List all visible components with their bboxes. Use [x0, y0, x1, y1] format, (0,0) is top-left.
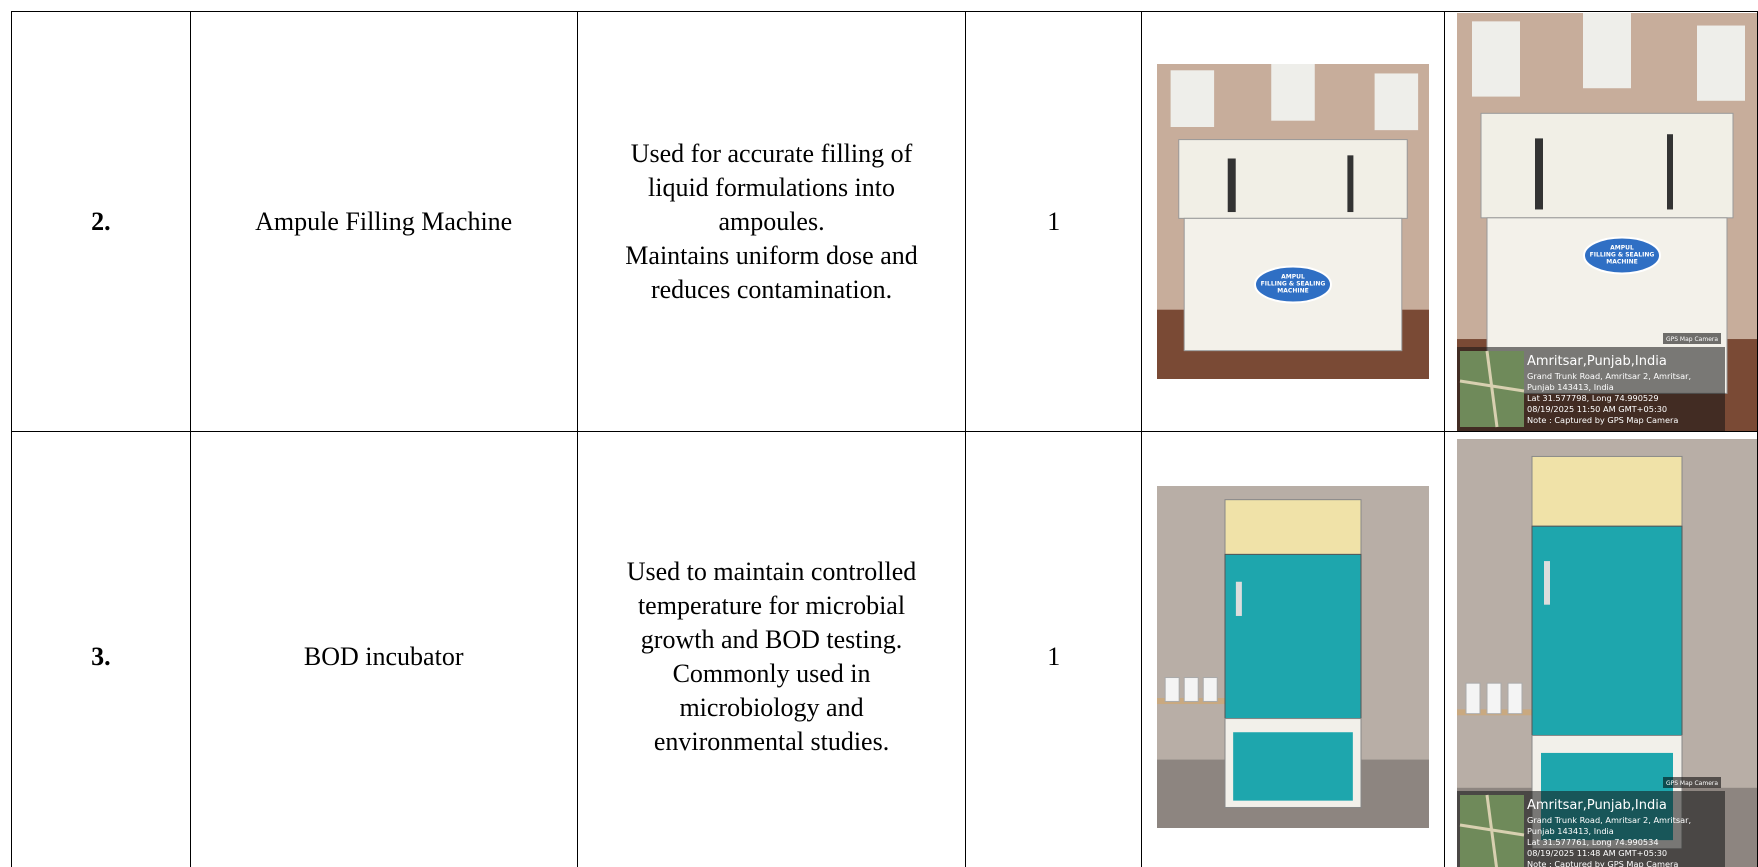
- equipment-table: 2. Ampule Filling Machine Used for accurat…: [11, 11, 1758, 867]
- description-line: liquid formulations into: [648, 172, 896, 202]
- label-oval: [1254, 265, 1333, 304]
- geotag-line: Note : Captured by GPS Map Camera: [1527, 415, 1678, 425]
- description-line: Used for accurate filling of: [630, 138, 913, 168]
- badge-text: GPS Map Camera: [1666, 336, 1718, 343]
- paper: [1471, 20, 1520, 97]
- paper: [1170, 70, 1215, 127]
- geotag-line: Punjab 143413, India: [1527, 826, 1614, 836]
- badge-bg: [1662, 332, 1721, 344]
- geotag-line: Grand Trunk Road, Amritsar 2, Amritsar,: [1527, 371, 1691, 381]
- handle: [1666, 133, 1673, 209]
- machine-label: MACHINE: [1277, 288, 1308, 295]
- paper: [1696, 25, 1745, 101]
- paper: [1271, 64, 1315, 121]
- machine-label: MACHINE: [1606, 258, 1637, 265]
- photo-cell: [1141, 431, 1445, 867]
- handle: [1227, 158, 1236, 213]
- machine-label: FILLING & SEALING: [1590, 251, 1655, 258]
- grille: [1233, 731, 1353, 801]
- handle: [1534, 137, 1543, 209]
- description-cell: Used for accurate filling of liquid formu…: [576, 11, 967, 432]
- geotag-photo-cell: GPS Map Camera Amritsar,Punjab,India Grand…: [1443, 431, 1758, 867]
- name-cell: Ampule Filling Machine: [189, 11, 578, 432]
- bottle: [1465, 682, 1481, 714]
- map-road: [1459, 350, 1525, 427]
- description-line: Maintains uniform dose and: [625, 240, 918, 270]
- description-line: Used to maintain controlled: [626, 556, 917, 586]
- description-line: temperature for microbial: [637, 590, 906, 620]
- geotag-place: Amritsar,Punjab,India: [1527, 354, 1667, 369]
- serial-cell: 2.: [11, 11, 191, 432]
- description-line: ampoules.: [718, 206, 825, 236]
- geotag-photo-cell: AMPUL FILLING & SEALING MACHINE GPS Map Cam…: [1443, 11, 1758, 432]
- quantity-cell: 1: [965, 431, 1143, 867]
- bottle: [1183, 676, 1199, 702]
- photo-cell: AMPUL FILLING & SEALING MACHINE: [1141, 11, 1445, 432]
- paper: [1374, 73, 1419, 131]
- label-oval: [1582, 235, 1661, 274]
- door-handle: [1235, 581, 1242, 616]
- quantity-cell: 1: [965, 11, 1143, 432]
- geotag: GPS Map Camera Amritsar,Punjab,India Grand…: [1456, 332, 1725, 431]
- door-handle: [1543, 560, 1550, 605]
- bottle: [1507, 682, 1523, 714]
- description-line: environmental studies.: [653, 726, 890, 756]
- cabinet-top: [1480, 112, 1734, 218]
- geotag-line: Lat 31.577798, Long 74.990529: [1527, 393, 1659, 403]
- cabinet-top: [1178, 139, 1408, 219]
- bottle: [1202, 676, 1218, 702]
- bottle: [1164, 676, 1180, 702]
- geotag-line: Lat 31.577761, Long 74.990534: [1527, 837, 1659, 847]
- geotag-place: Amritsar,Punjab,India: [1527, 798, 1667, 813]
- map-road: [1459, 794, 1525, 867]
- photo: [1157, 485, 1430, 828]
- geotag-line: Grand Trunk Road, Amritsar 2, Amritsar,: [1527, 815, 1691, 825]
- machine-label: AMPUL: [1610, 244, 1634, 251]
- geotag-photo: GPS Map Camera Amritsar,Punjab,India Grand…: [1456, 438, 1757, 867]
- description-line: microbiology and: [679, 692, 864, 722]
- cabinet: [1183, 217, 1403, 352]
- geotag-line: Punjab 143413, India: [1527, 382, 1614, 392]
- bottle: [1486, 682, 1502, 714]
- door: [1224, 553, 1362, 719]
- geotag-line: 08/19/2025 11:50 AM GMT+05:30: [1527, 404, 1667, 414]
- badge-text: GPS Map Camera: [1666, 780, 1718, 787]
- name-cell: BOD incubator: [189, 431, 578, 867]
- description-cell: Used to maintain controlled temperature f…: [576, 431, 967, 867]
- description-line: Commonly used in: [672, 658, 871, 688]
- paper: [1582, 12, 1631, 88]
- description-line: growth and BOD testing.: [640, 624, 903, 654]
- geotag: GPS Map Camera Amritsar,Punjab,India Grand…: [1456, 776, 1725, 867]
- table-row: 3. BOD incubator Used to maintain controll…: [11, 431, 1758, 867]
- geotag-line: Note : Captured by GPS Map Camera: [1527, 859, 1678, 867]
- description-line: reduces contamination.: [650, 274, 893, 304]
- panel: [1224, 498, 1362, 555]
- panel: [1531, 455, 1683, 527]
- handle: [1347, 155, 1354, 213]
- machine-label: AMPUL: [1281, 274, 1305, 281]
- badge-bg: [1662, 776, 1721, 788]
- geotag-line: 08/19/2025 11:48 AM GMT+05:30: [1527, 848, 1667, 858]
- door: [1531, 525, 1683, 736]
- table-row: 2. Ampule Filling Machine Used for accurat…: [11, 11, 1758, 432]
- serial-cell: 3.: [11, 431, 191, 867]
- machine-label: FILLING & SEALING: [1261, 281, 1326, 288]
